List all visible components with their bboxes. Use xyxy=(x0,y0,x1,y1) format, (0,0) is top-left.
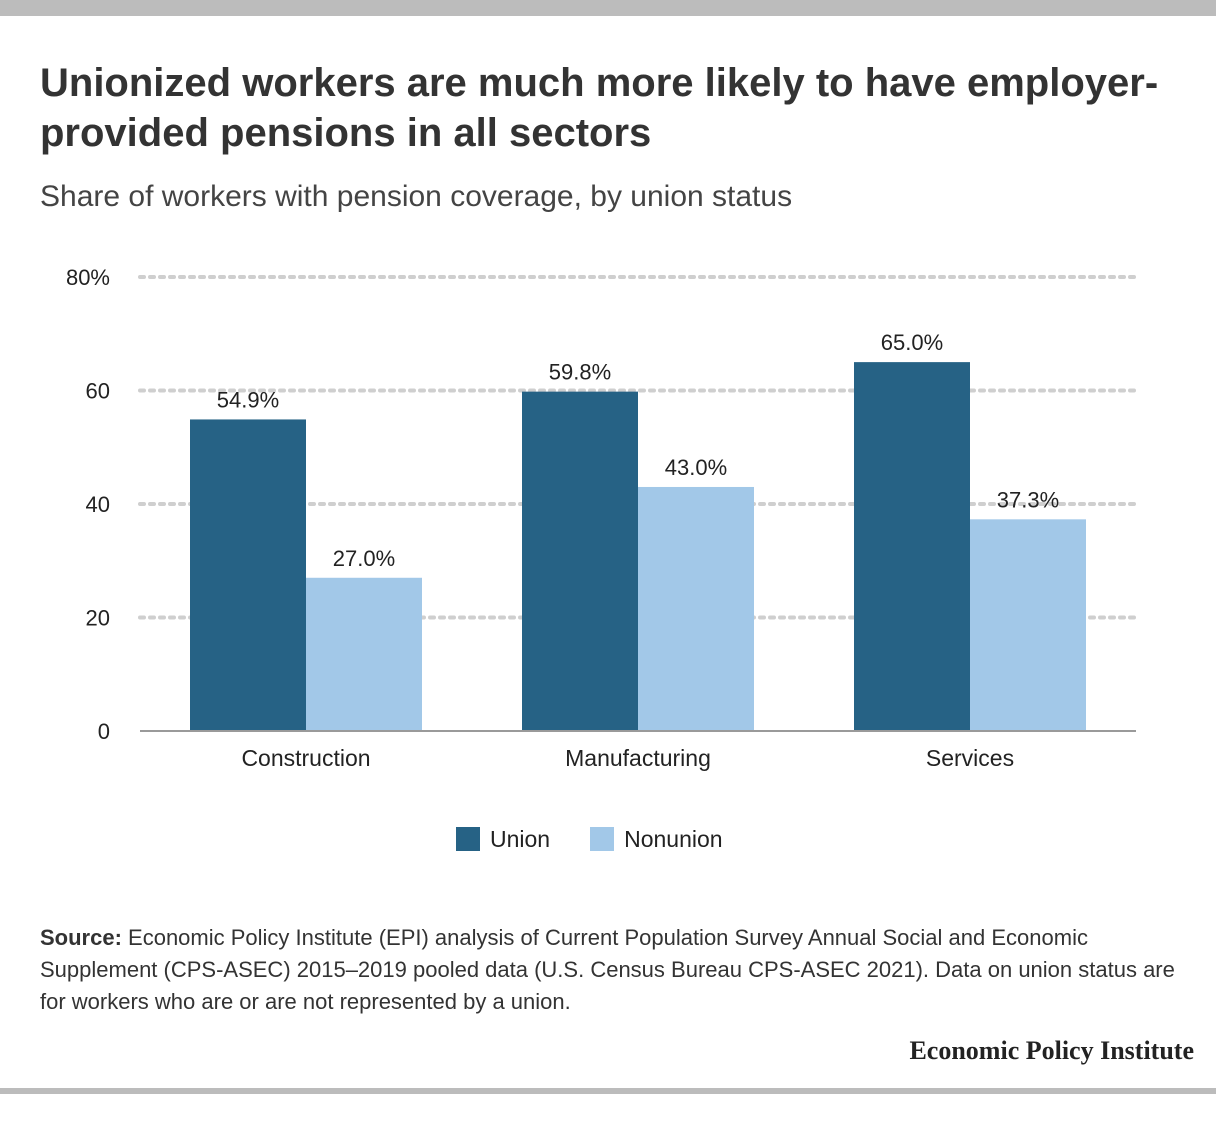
data-label: 43.0% xyxy=(665,455,727,480)
bar-union-services xyxy=(854,362,970,731)
top-border xyxy=(0,0,1216,16)
y-tick-label: 40 xyxy=(86,492,110,517)
source-note: Source: Economic Policy Institute (EPI) … xyxy=(40,922,1180,1018)
bar-nonunion-construction xyxy=(306,577,422,731)
bar-union-construction xyxy=(190,419,306,731)
y-tick-label: 60 xyxy=(86,379,110,404)
source-label: Source: xyxy=(40,925,122,950)
legend-item-union: Union xyxy=(456,826,550,853)
x-tick-label: Construction xyxy=(241,745,370,771)
legend-label-union: Union xyxy=(490,825,551,852)
y-tick-label: 80% xyxy=(66,265,110,290)
bar-chart: 0 20 40 60 80% 54.9% 27.0% Construction 59.8% 43.… xyxy=(66,265,1138,771)
data-label: 54.9% xyxy=(217,387,279,412)
legend-swatch-nonunion xyxy=(590,827,615,851)
brand-logo: Economic Policy Institute xyxy=(909,1036,1194,1065)
bar-union-manufacturing xyxy=(522,391,638,731)
legend-label-nonunion: Nonunion xyxy=(624,825,723,852)
x-tick-label: Manufacturing xyxy=(565,745,711,771)
legend-item-nonunion: Nonunion xyxy=(590,825,723,853)
y-tick-label: 20 xyxy=(86,606,110,631)
bottom-border xyxy=(0,1088,1216,1094)
source-text: Economic Policy Institute (EPI) analysis… xyxy=(40,925,1175,1014)
chart-title: Unionized workers are much more likely t… xyxy=(40,61,1159,155)
bar-nonunion-manufacturing xyxy=(638,486,754,731)
legend-swatch-union xyxy=(456,827,480,851)
data-label: 65.0% xyxy=(881,330,943,355)
chart-subtitle: Share of workers with pension coverage, … xyxy=(40,180,793,213)
data-label: 27.0% xyxy=(333,546,395,571)
x-tick-label: Services xyxy=(926,745,1014,771)
data-label: 37.3% xyxy=(997,487,1059,512)
bar-nonunion-services xyxy=(970,519,1086,731)
data-label: 59.8% xyxy=(549,360,611,385)
y-tick-label: 0 xyxy=(98,719,110,744)
legend: Union Nonunion xyxy=(456,824,763,854)
